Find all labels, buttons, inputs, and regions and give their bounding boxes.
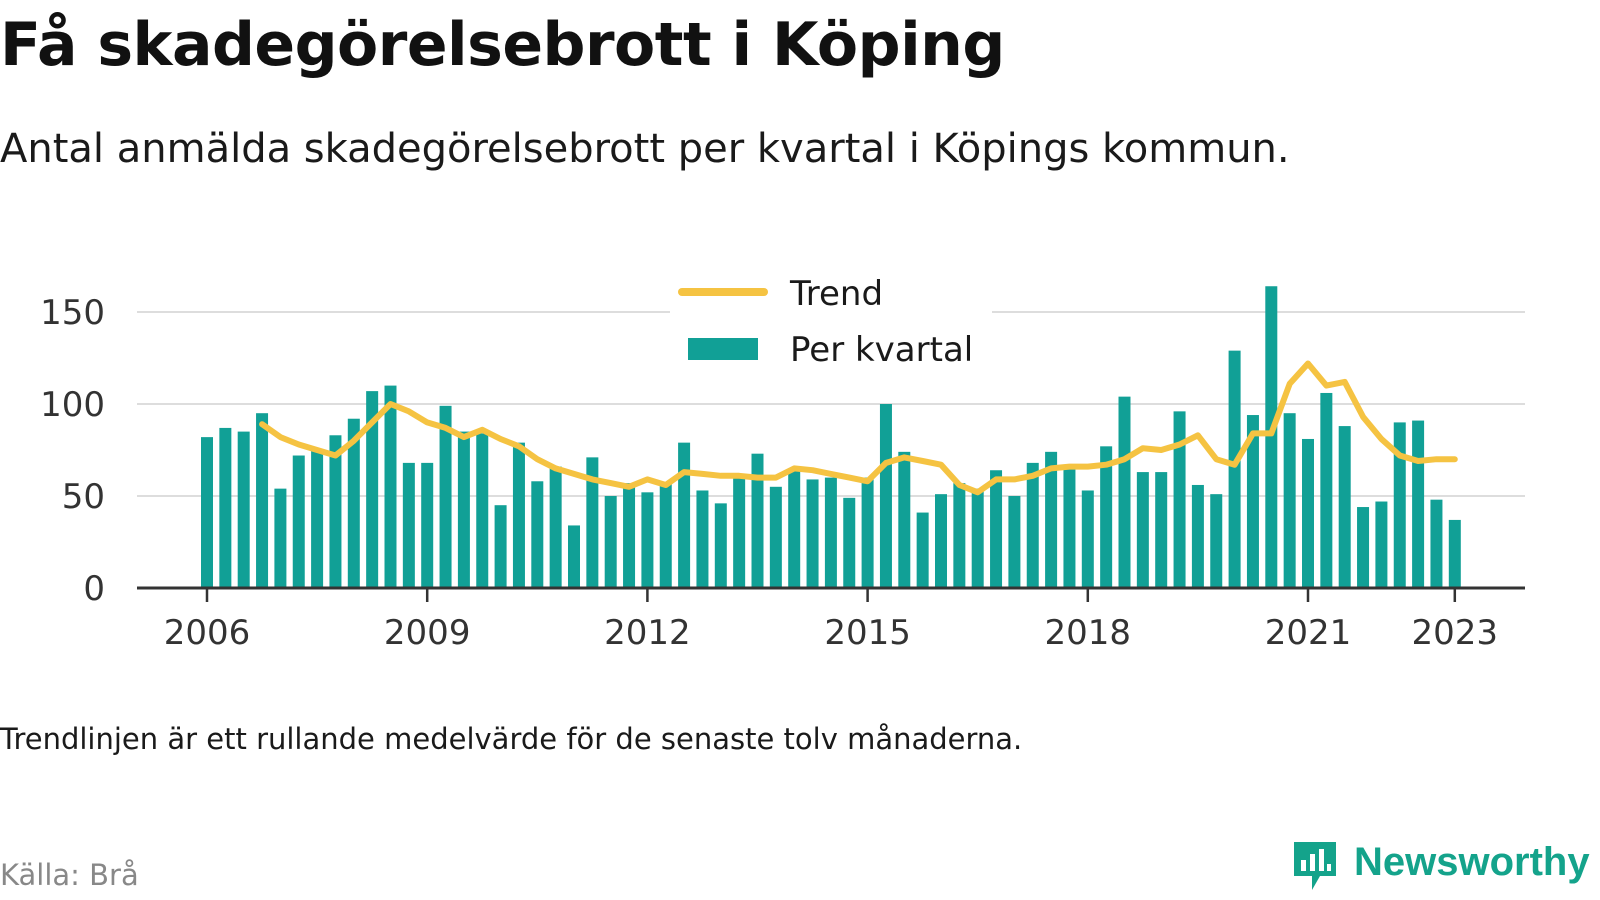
bar-2011-Q4 (623, 483, 636, 588)
bar-2013-Q4 (769, 486, 782, 588)
bar-2018-Q3 (1118, 396, 1131, 588)
legend-bar-label: Per kvartal (790, 330, 973, 370)
bar-2019-Q4 (1210, 494, 1223, 588)
bar-2010-Q4 (549, 466, 562, 588)
chart-area: 0 50 100 150 2006 2009 2012 2015 2018 2021 2023 T… (40, 270, 1525, 653)
bar-2006-Q4 (256, 413, 269, 588)
legend-bar-swatch (688, 338, 758, 360)
bar-2022-Q4 (1430, 499, 1443, 588)
bar-2015-Q1 (861, 477, 874, 588)
bar-2011-Q3 (604, 496, 617, 588)
bar-2015-Q3 (898, 451, 911, 588)
x-tick-label-2006: 2006 (164, 613, 251, 653)
bar-2023-Q1 (1448, 519, 1461, 588)
bar-2014-Q4 (843, 497, 856, 588)
bar-2015-Q4 (916, 512, 929, 588)
bar-2006-Q3 (237, 431, 250, 588)
bar-2018-Q4 (1136, 472, 1149, 588)
bar-2016-Q4 (990, 470, 1003, 588)
y-tick-label-0: 0 (83, 569, 105, 609)
bar-2008-Q1 (347, 418, 360, 588)
bar-2016-Q2 (953, 483, 966, 588)
trend-line (259, 360, 1458, 496)
bar-2007-Q4 (329, 435, 342, 588)
bar-2021-Q4 (1357, 507, 1370, 588)
bar-2019-Q3 (1191, 484, 1204, 588)
bar-2020-Q3 (1265, 286, 1278, 588)
bar-2010-Q1 (494, 505, 507, 588)
x-tick-label-2015: 2015 (824, 613, 911, 653)
bar-2006-Q1 (201, 437, 213, 588)
chart-subtitle: Antal anmälda skadegörelsebrott per kvar… (0, 126, 1290, 172)
bar-2012-Q2 (659, 483, 672, 588)
bar-2014-Q2 (806, 479, 819, 588)
newsworthy-logo-icon (1294, 842, 1336, 890)
bar-2021-Q1 (1302, 438, 1314, 588)
trend-series (259, 360, 1458, 496)
x-tick-label-2012: 2012 (604, 613, 691, 653)
y-tick-label-150: 150 (40, 293, 105, 333)
y-tick-label-50: 50 (62, 477, 105, 517)
axes: 2006 2009 2012 2015 2018 2021 2023 (137, 586, 1525, 653)
bar-2016-Q3 (971, 488, 984, 588)
bar-2006-Q2 (219, 427, 232, 588)
bar-2007-Q2 (292, 455, 305, 588)
bar-2022-Q2 (1393, 422, 1406, 588)
bar-2009-Q3 (457, 431, 470, 588)
bar-2011-Q2 (586, 457, 599, 588)
bar-2016-Q1 (935, 494, 947, 588)
bar-2010-Q3 (531, 481, 544, 588)
bar-2019-Q1 (1155, 472, 1168, 588)
bar-2009-Q1 (421, 462, 434, 588)
x-tick-label-2009: 2009 (384, 613, 471, 653)
chart-note: Trendlinjen är ett rullande medelvärde f… (0, 722, 1023, 756)
bar-2015-Q2 (879, 404, 892, 588)
bar-2013-Q1 (714, 503, 727, 588)
bar-2020-Q1 (1228, 350, 1241, 588)
bar-2022-Q3 (1412, 420, 1425, 588)
bar-2019-Q2 (1173, 411, 1186, 588)
bar-2017-Q2 (1026, 462, 1039, 588)
bar-2014-Q1 (788, 468, 801, 588)
bar-2017-Q4 (1063, 466, 1076, 588)
bar-2021-Q3 (1338, 426, 1351, 588)
bar-2018-Q1 (1081, 490, 1094, 588)
bar-series (201, 286, 1461, 588)
bar-2017-Q1 (1008, 496, 1021, 588)
bar-2008-Q2 (366, 391, 379, 588)
bar-2014-Q3 (824, 477, 837, 588)
bar-2020-Q2 (1246, 415, 1259, 588)
bar-2012-Q4 (696, 490, 709, 588)
x-tick-label-2021: 2021 (1265, 613, 1352, 653)
bar-2022-Q1 (1375, 501, 1388, 588)
bar-2012-Q1 (641, 492, 654, 588)
bar-2008-Q3 (384, 385, 397, 588)
bar-2013-Q3 (751, 453, 764, 588)
bar-2020-Q4 (1283, 413, 1296, 588)
bar-2007-Q3 (311, 450, 324, 588)
x-tick-label-2018: 2018 (1045, 613, 1132, 653)
bar-2009-Q2 (439, 405, 452, 588)
bar-2012-Q3 (678, 442, 691, 588)
legend-trend-label: Trend (789, 274, 883, 314)
newsworthy-logo-text: Newsworthy (1354, 840, 1590, 884)
newsworthy-logo: Newsworthy (1290, 838, 1600, 894)
bar-2018-Q2 (1100, 446, 1113, 588)
bar-2021-Q2 (1320, 392, 1333, 588)
x-tick-label-2023: 2023 (1412, 613, 1499, 653)
bar-2010-Q2 (512, 442, 525, 588)
bar-2013-Q2 (733, 477, 746, 588)
bar-2008-Q4 (402, 462, 415, 588)
bar-2011-Q1 (568, 525, 580, 588)
bar-2017-Q3 (1045, 451, 1058, 588)
bar-2007-Q1 (274, 488, 287, 588)
legend: Trend Per kvartal (670, 270, 992, 380)
bar-2009-Q4 (476, 433, 489, 588)
source-credit: Källa: Brå (0, 858, 139, 892)
chart-title: Få skadegörelsebrott i Köping (0, 10, 1005, 80)
y-tick-label-100: 100 (40, 385, 105, 425)
